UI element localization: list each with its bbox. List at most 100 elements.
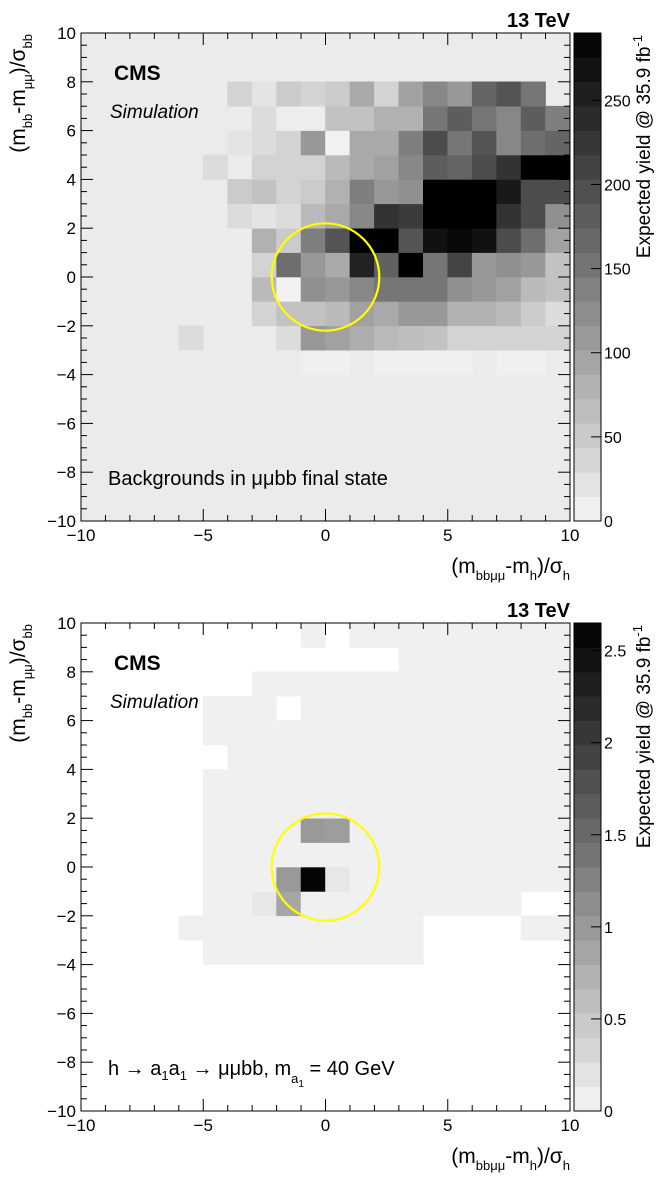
heatmap-cell: [398, 842, 424, 868]
heatmap-cell: [496, 179, 522, 205]
heatmap-cell: [325, 891, 351, 917]
heatmap-cell: [202, 154, 228, 180]
heatmap-cell: [423, 349, 449, 375]
heatmap-cell: [202, 842, 228, 868]
x-tick-label: 5: [443, 526, 452, 545]
x-axis-title-part: (m: [451, 555, 476, 578]
heatmap-cell: [447, 866, 473, 892]
heatmap-cell: [423, 276, 449, 302]
heatmap-cell: [496, 130, 522, 156]
heatmap-cell: [496, 105, 522, 131]
heatmap-cell: [374, 179, 400, 205]
heatmap-cell: [325, 227, 351, 253]
colorbar-segment: [574, 81, 601, 107]
annotation-text: h → a1a1 → μμbb, ma1 = 40 GeV: [108, 1058, 395, 1090]
colorbar-segment: [574, 179, 601, 205]
heatmap-cell: [423, 817, 449, 843]
heatmap-cell: [251, 179, 277, 205]
colorbar-title-part: Expected yield @ 35.9 fb: [634, 47, 655, 259]
annotation-part: 1: [298, 1079, 304, 1090]
colorbar-segment: [574, 1086, 601, 1112]
colorbar-tick-label: 150: [604, 262, 631, 279]
heatmap-cell: [398, 227, 424, 253]
experiment-label: CMS: [114, 62, 161, 85]
y-axis-title: (mbb-mμμ)/σbb: [7, 34, 35, 153]
heatmap-cell: [251, 81, 277, 107]
heatmap-cell: [471, 252, 497, 278]
colorbar-segment: [574, 939, 601, 965]
y-tick-label: −8: [57, 1053, 76, 1072]
heatmap-cell: [276, 276, 302, 302]
heatmap-cell: [471, 325, 497, 351]
heatmap-cell: [398, 671, 424, 697]
heatmap-cell: [520, 622, 546, 648]
heatmap-cell: [251, 695, 277, 721]
x-axis-title: (mbbμμ-mh)/σh: [451, 1145, 570, 1173]
heatmap-cell: [227, 203, 253, 229]
heatmap-cell: [276, 866, 302, 892]
heatmap-cell: [300, 744, 326, 770]
heatmap-cell: [423, 866, 449, 892]
heatmap-cell: [349, 276, 375, 302]
heatmap-cell: [202, 695, 228, 721]
heatmap-cell: [496, 720, 522, 746]
heatmap-cell: [300, 695, 326, 721]
heatmap-cell: [374, 227, 400, 253]
y-tick-label: 8: [67, 73, 76, 92]
colorbar-segment: [574, 325, 601, 351]
heatmap-cell: [276, 793, 302, 819]
heatmap-cell: [423, 154, 449, 180]
heatmap-cell: [471, 276, 497, 302]
heatmap-cell: [300, 842, 326, 868]
heatmap-cell: [227, 695, 253, 721]
heatmap-cell: [471, 720, 497, 746]
heatmap-cell: [325, 301, 351, 327]
heatmap-cell: [325, 252, 351, 278]
colorbar-tick-label: 50: [604, 430, 622, 447]
heatmap-cell: [471, 203, 497, 229]
heatmap-cell: [398, 349, 424, 375]
heatmap-cell: [496, 891, 522, 917]
heatmap-cell: [520, 349, 546, 375]
heatmap-cell: [471, 301, 497, 327]
colorbar-segment: [574, 671, 601, 697]
colorbar-tick-label: 0: [604, 514, 613, 531]
heatmap-cell: [349, 939, 375, 965]
status-label: Simulation: [110, 692, 199, 713]
heatmap-cell: [349, 769, 375, 795]
colorbar-segment: [574, 252, 601, 278]
colorbar-segment: [574, 964, 601, 990]
x-tick-label: 0: [321, 1116, 330, 1135]
heatmap-cell: [276, 915, 302, 941]
heatmap-cell: [471, 179, 497, 205]
heatmap-cell: [349, 154, 375, 180]
heatmap-cell: [374, 325, 400, 351]
heatmap-cell: [300, 671, 326, 697]
heatmap-cell: [349, 81, 375, 107]
y-axis-title-part: -m: [7, 89, 30, 114]
heatmap-cell: [374, 891, 400, 917]
heatmap-cell: [496, 276, 522, 302]
heatmap-cell: [447, 130, 473, 156]
heatmap-cell: [398, 939, 424, 965]
heatmap-cell: [300, 179, 326, 205]
heatmap-cell: [496, 227, 522, 253]
heatmap-cell: [325, 179, 351, 205]
colorbar-segment: [574, 423, 601, 449]
x-axis-title-part: -m: [505, 555, 530, 578]
x-axis-title-part: bbμμ: [476, 1158, 505, 1173]
heatmap-cell: [300, 130, 326, 156]
heatmap-cell: [471, 842, 497, 868]
heatmap-cell: [276, 720, 302, 746]
heatmap-cell: [447, 154, 473, 180]
heatmap-cell: [300, 81, 326, 107]
energy-label: 13 TeV: [507, 10, 571, 32]
colorbar-segment: [574, 154, 601, 180]
heatmap-cell: [520, 81, 546, 107]
heatmap-cell: [325, 842, 351, 868]
heatmap-cell: [471, 891, 497, 917]
heatmap-cell: [300, 891, 326, 917]
heatmap-cell: [251, 720, 277, 746]
heatmap-cell: [496, 671, 522, 697]
heatmap-cell: [423, 325, 449, 351]
